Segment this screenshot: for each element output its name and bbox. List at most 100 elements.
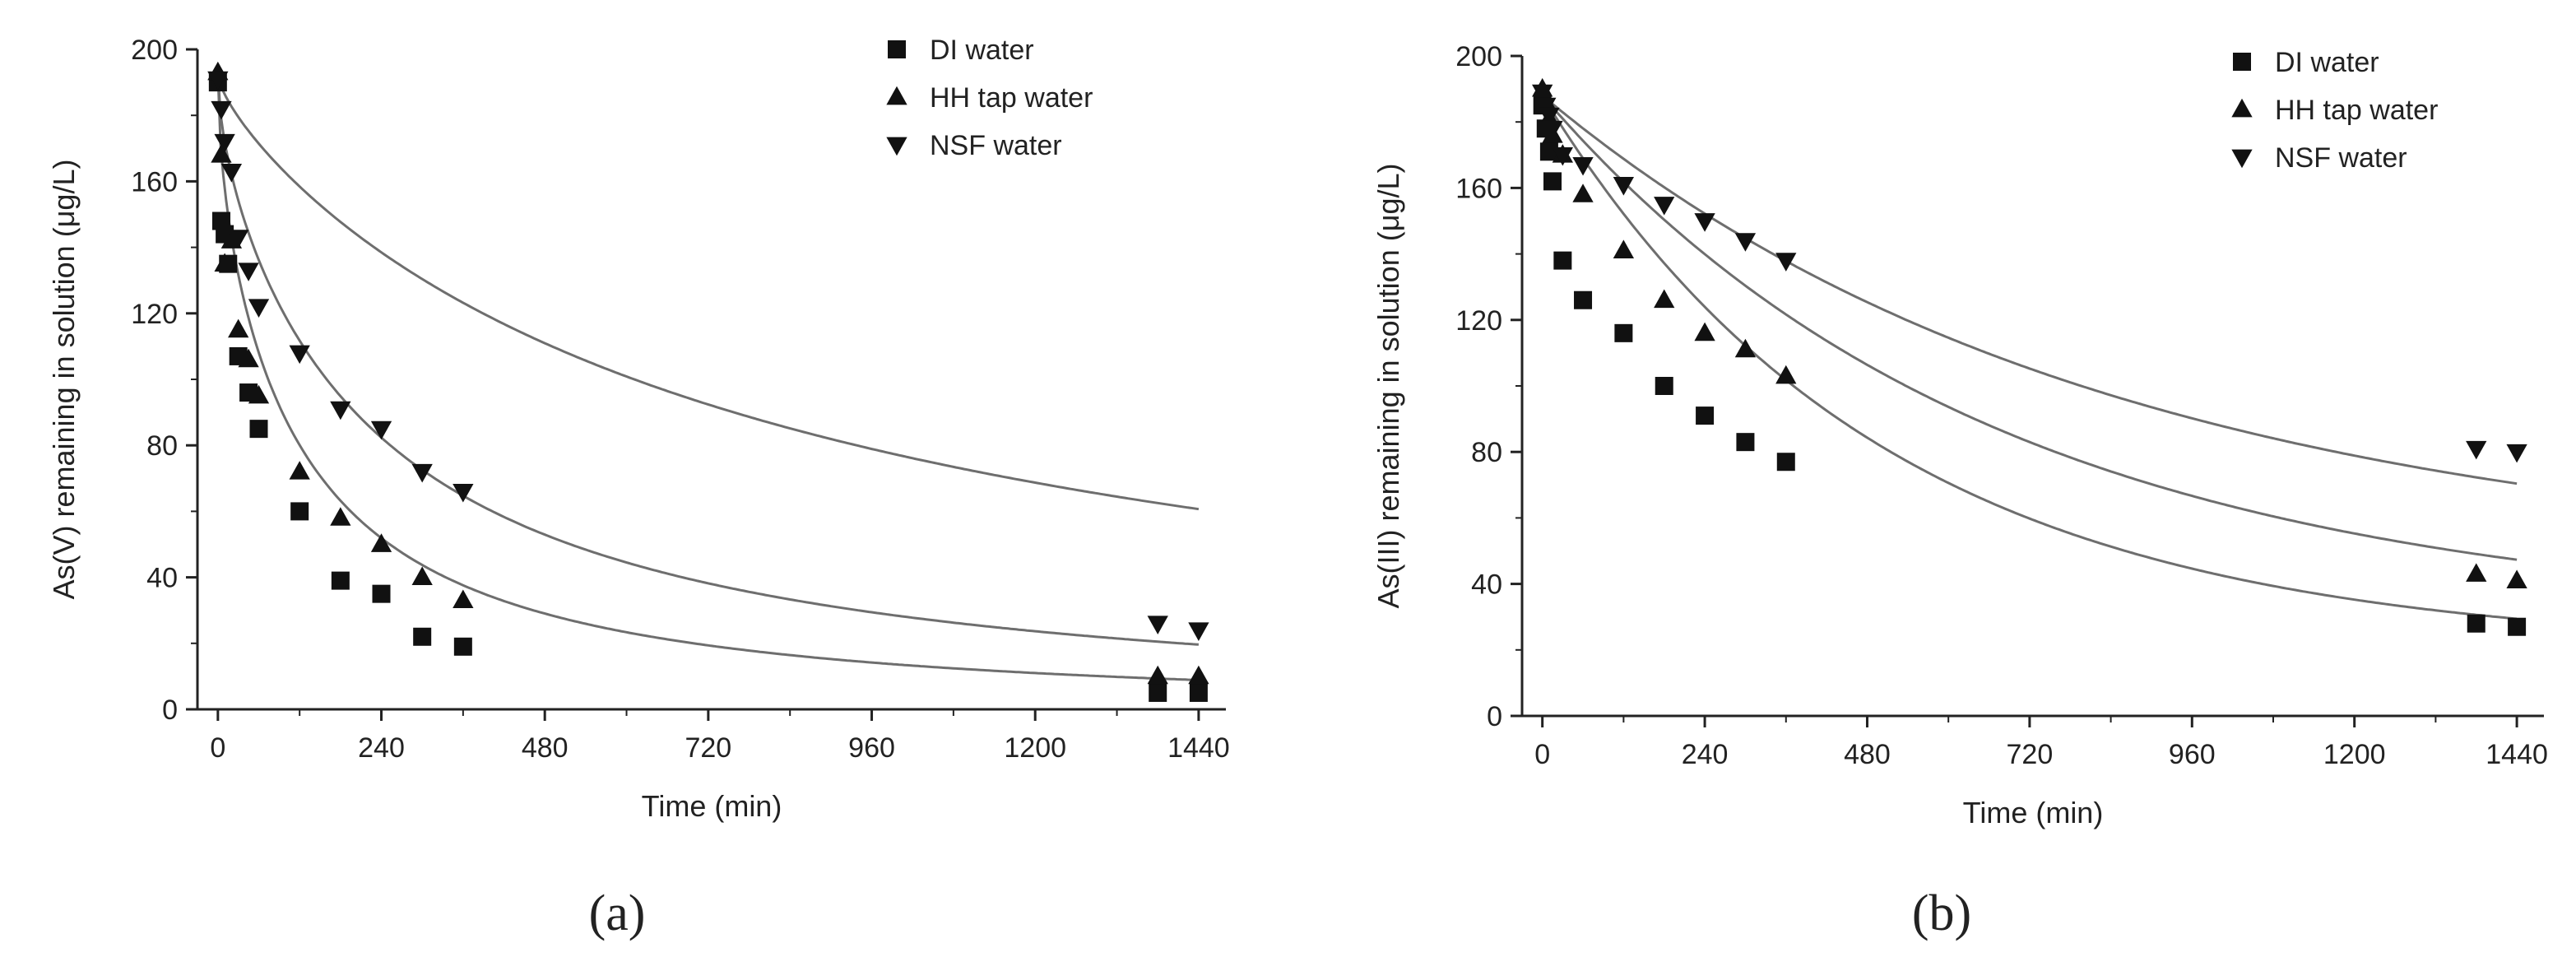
chart-panel-b: 0 240 480 720 960 1200 1440 0 40 80 120 160 200 Time … [1372,41,2548,941]
data-point-nsf-water [211,100,232,120]
data-point-di-water [1736,433,1755,452]
x-tick-label: 240 [1682,739,1729,770]
legend-label-nsf-water: NSF water [930,130,1062,161]
x-axis-title: Time (min) [642,789,782,823]
data-point-hh-tap-water [411,566,433,585]
data-point-di-water [1553,251,1572,270]
data-point-hh-tap-water [1613,239,1635,258]
y-tick-label: 0 [1487,701,1502,732]
x-tick-label: 1200 [1004,732,1066,764]
legend-label-hh-tap-water: HH tap water [930,82,1093,114]
data-point-hh-tap-water [1734,338,1757,358]
data-point-hh-tap-water [248,384,270,404]
x-tick-label: 480 [1844,739,1891,770]
x-tick-label: 480 [522,732,569,764]
data-point-nsf-water [1188,622,1209,641]
data-point-nsf-water [1694,213,1715,232]
data-point-di-water [1189,683,1208,702]
data-point-hh-tap-water [1694,322,1715,341]
y-tick-label: 80 [146,430,178,462]
data-point-di-water [331,571,350,590]
y-tick-label: 160 [1455,173,1502,204]
data-point-di-water [1655,377,1673,395]
legend-marker-nsf-water [886,137,907,156]
data-point-nsf-water [370,420,392,440]
data-point-nsf-water [1734,233,1757,252]
x-tick-label: 1200 [2323,739,2386,770]
legend-label-di-water: DI water [2275,47,2379,78]
y-tick-label: 200 [131,35,178,66]
data-point-di-water [290,502,309,521]
x-tick-label: 720 [2007,739,2054,770]
data-point-nsf-water [330,401,351,420]
panel-label-b: (b) [1912,885,1971,941]
data-point-di-water [1149,683,1167,702]
data-point-hh-tap-water [2506,569,2527,588]
data-point-di-water [1539,142,1558,161]
fit-curve-di-water [1541,95,2518,620]
data-point-hh-tap-water [289,461,310,480]
data-point-di-water [1696,407,1715,425]
y-axis-title: As(III) remaining in solution (μg/L) [1372,164,1405,609]
x-tick-label: 0 [1534,739,1550,770]
legend-marker-di-water [2233,53,2251,71]
y-axis-title: As(V) remaining in solution (μg/L) [47,160,81,600]
y-tick-label: 160 [131,166,178,197]
data-point-hh-tap-water [1147,665,1168,685]
legend-marker-di-water [888,40,906,58]
data-point-nsf-water [289,345,310,365]
data-point-hh-tap-water [330,507,351,526]
data-point-nsf-water [1654,197,1675,216]
legend-marker-nsf-water [2231,149,2253,169]
y-tick-label: 40 [146,563,178,594]
data-point-hh-tap-water [1775,365,1797,384]
data-point-hh-tap-water [228,318,249,338]
data-point-hh-tap-water [211,144,232,163]
data-point-nsf-water [1572,156,1594,176]
data-point-nsf-water [238,262,259,281]
data-point-di-water [1543,172,1562,191]
x-axis-title: Time (min) [1963,796,2104,829]
data-point-nsf-water [214,133,235,153]
data-point-hh-tap-water [370,533,392,552]
data-point-di-water [372,584,391,603]
legend-label-hh-tap-water: HH tap water [2275,95,2438,126]
x-tick-label: 960 [848,732,895,764]
legend-marker-hh-tap-water [2231,98,2253,118]
data-point-di-water [1776,453,1795,472]
data-point-nsf-water [1147,616,1168,634]
data-point-di-water [413,627,432,646]
legend-marker-hh-tap-water [886,86,907,105]
legend-label-di-water: DI water [930,35,1034,66]
data-point-hh-tap-water [238,348,259,368]
data-point-nsf-water [207,71,229,91]
x-tick-label: 720 [685,732,731,764]
y-tick-label: 0 [162,695,178,726]
data-point-di-water [1614,323,1633,342]
data-point-di-water [249,420,268,439]
data-point-di-water [2508,617,2527,636]
data-point-hh-tap-water [1572,184,1594,202]
data-point-hh-tap-water [1188,665,1209,685]
data-point-nsf-water [228,230,249,249]
y-tick-label: 120 [1455,305,1502,337]
data-point-nsf-water [411,463,433,483]
x-tick-label: 960 [2169,739,2216,770]
chart-panel-a: 0 240 480 720 960 1200 1440 0 40 80 120 160 200 Time … [47,35,1230,941]
data-point-nsf-water [1542,120,1563,140]
fit-curve-hh-tap-water [1541,95,2518,561]
y-tick-label: 200 [1455,41,1502,72]
data-point-nsf-water [2466,440,2487,460]
data-point-hh-tap-water [453,589,474,609]
x-tick-label: 0 [210,732,225,764]
x-tick-label: 1440 [1167,732,1230,764]
y-tick-label: 120 [131,299,178,330]
fit-curve-nsf-water [216,72,1200,511]
data-point-nsf-water [1613,177,1635,196]
data-point-nsf-water [453,483,474,503]
data-point-nsf-water [1535,97,1557,117]
legend-label-nsf-water: NSF water [2275,142,2407,174]
data-point-di-water [453,637,472,656]
